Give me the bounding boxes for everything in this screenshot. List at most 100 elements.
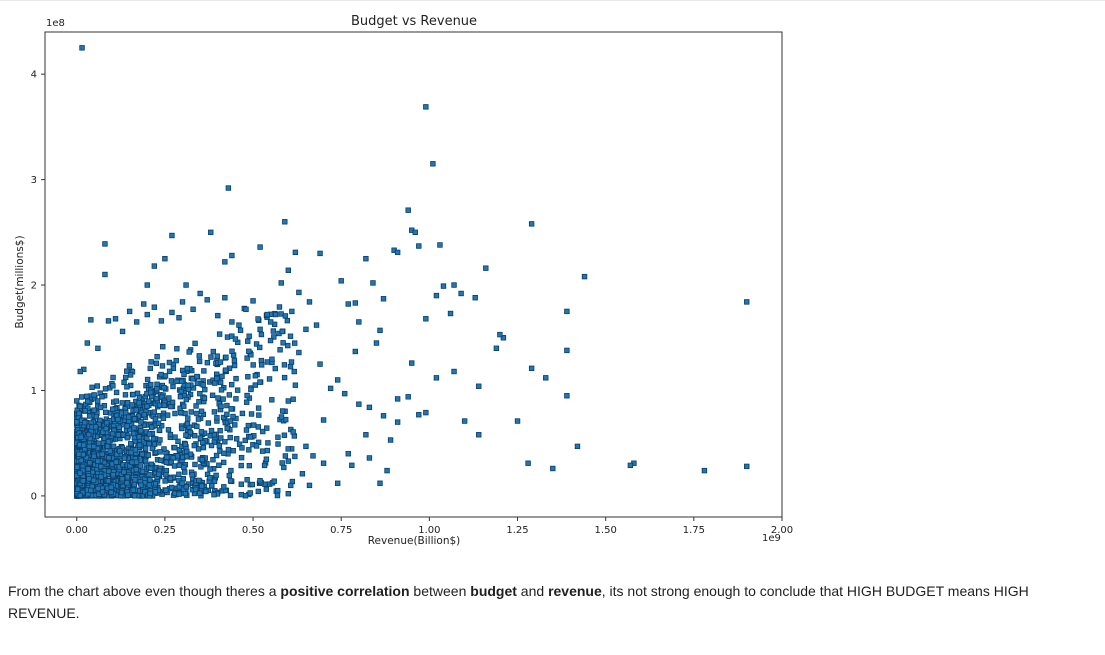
scatter-point-1353 <box>84 393 90 400</box>
scatter-point-1141 <box>172 434 178 440</box>
scatter-point-1768 <box>282 453 289 459</box>
scatter-point-451 <box>242 437 248 444</box>
scatter-point-402 <box>192 461 198 468</box>
scatter-point-1980 <box>285 342 291 349</box>
note-bold-budget: budget <box>470 583 517 599</box>
scatter-point-2130 <box>272 311 279 318</box>
scatter-point-1585 <box>197 490 203 496</box>
scatter-point-1230 <box>182 469 188 475</box>
scatter-point-2132 <box>183 432 189 438</box>
scatter-point-2160 <box>412 229 418 236</box>
scatter-point-1985 <box>232 336 239 342</box>
scatter-point-2084 <box>183 453 190 460</box>
scatter-point-1916 <box>146 471 152 478</box>
scatter-point-2052 <box>146 441 152 447</box>
scatter-point-2107 <box>116 424 122 430</box>
scatter-point-2071 <box>86 476 92 482</box>
scatter-point-1838 <box>147 477 153 483</box>
scatter-point-2027 <box>98 463 104 470</box>
scatter-point-2189 <box>564 308 570 315</box>
scatter-point-1725 <box>227 478 234 484</box>
scatter-point-1932 <box>161 385 167 391</box>
scatter-point-1545 <box>192 486 199 493</box>
scatter-point-1885 <box>209 392 216 398</box>
scatter-point-1747 <box>253 341 260 347</box>
scatter-point-2141 <box>267 337 274 344</box>
scatter-point-2277 <box>126 308 133 315</box>
scatter-point-1395 <box>131 493 138 499</box>
scatter-point-2080 <box>179 425 185 432</box>
scatter-point-1815 <box>246 447 252 453</box>
scatter-point-2282 <box>95 345 101 351</box>
x-tick-label-8: 2.00 <box>771 525 793 536</box>
scatter-point-2112 <box>284 317 291 324</box>
scatter-point-1359 <box>127 372 134 378</box>
y-tick-label-3: 3 <box>31 175 37 186</box>
scatter-point-849 <box>148 381 154 388</box>
scatter-point-1676 <box>203 488 209 495</box>
scatter-point-2154 <box>405 207 411 213</box>
scatter-point-1789 <box>136 434 142 440</box>
scatter-point-2128 <box>124 480 130 486</box>
scatter-point-2036 <box>95 485 101 492</box>
scatter-point-1719 <box>228 467 234 474</box>
scatter-point-2087 <box>202 386 208 393</box>
scatter-point-2089 <box>250 362 256 368</box>
scatter-point-1634 <box>152 489 159 495</box>
scatter-point-2223 <box>334 480 341 486</box>
scatter-point-1597 <box>172 444 178 451</box>
scatter-point-1170 <box>121 379 127 386</box>
scatter-point-1957 <box>78 457 84 464</box>
scatter-point-2067 <box>238 462 244 469</box>
scatter-point-2053 <box>281 374 288 381</box>
scatter-point-1565 <box>173 357 179 364</box>
scatter-point-2235 <box>334 377 341 383</box>
scatter-point-1974 <box>211 491 217 498</box>
scatter-point-2274 <box>144 311 150 318</box>
scatter-point-1398 <box>198 464 204 470</box>
scatter-point-1881 <box>234 387 241 393</box>
scatter-point-570 <box>147 365 153 372</box>
scatter-point-1864 <box>158 457 164 464</box>
scatter-point-2028 <box>146 482 153 488</box>
scatter-point-1777 <box>114 451 120 458</box>
scatter-point-1729 <box>214 415 220 421</box>
scatter-point-2219 <box>366 455 373 461</box>
scatter-point-1397 <box>213 452 220 459</box>
scatter-point-1652 <box>81 419 88 426</box>
scatter-point-2228 <box>356 319 362 325</box>
scatter-point-2063 <box>249 481 255 488</box>
scatter-point-2278 <box>119 328 126 335</box>
scatter-point-1120 <box>216 331 223 337</box>
scatter-point-1290 <box>77 403 83 410</box>
x-tick-label-1: 0.25 <box>154 525 176 536</box>
scatter-point-2010 <box>99 489 106 495</box>
scatter-point-2136 <box>124 474 131 480</box>
scatter-point-2227 <box>377 327 383 334</box>
scatter-point-1816 <box>103 425 109 432</box>
scatter-point-1911 <box>91 443 97 450</box>
scatter-point-2231 <box>345 301 351 307</box>
scatter-point-2220 <box>377 480 383 486</box>
scatter-point-2095 <box>224 411 230 418</box>
chart-title: Budget vs Revenue <box>351 14 477 29</box>
scatter-point-2048 <box>271 334 277 340</box>
scatter-point-1821 <box>113 459 119 465</box>
scatter-point-1917 <box>110 472 116 478</box>
scatter-point-1880 <box>255 424 262 430</box>
scatter-point-1918 <box>108 489 114 496</box>
scatter-point-2197 <box>528 365 535 372</box>
scatter-point-2139 <box>80 478 86 484</box>
scatter-point-1988 <box>178 388 184 395</box>
scatter-point-2259 <box>257 326 263 333</box>
scatter-point-1717 <box>252 373 259 379</box>
scatter-point-2272 <box>158 318 165 324</box>
scatter-point-2009 <box>184 365 190 372</box>
scatter-point-2179 <box>338 278 344 284</box>
scatter-point-2108 <box>275 434 281 440</box>
scatter-point-2018 <box>183 396 189 403</box>
scatter-point-944 <box>95 398 101 404</box>
scatter-point-2025 <box>253 443 260 449</box>
scatter-point-2013 <box>218 435 224 441</box>
scatter-point-2163 <box>437 242 443 248</box>
